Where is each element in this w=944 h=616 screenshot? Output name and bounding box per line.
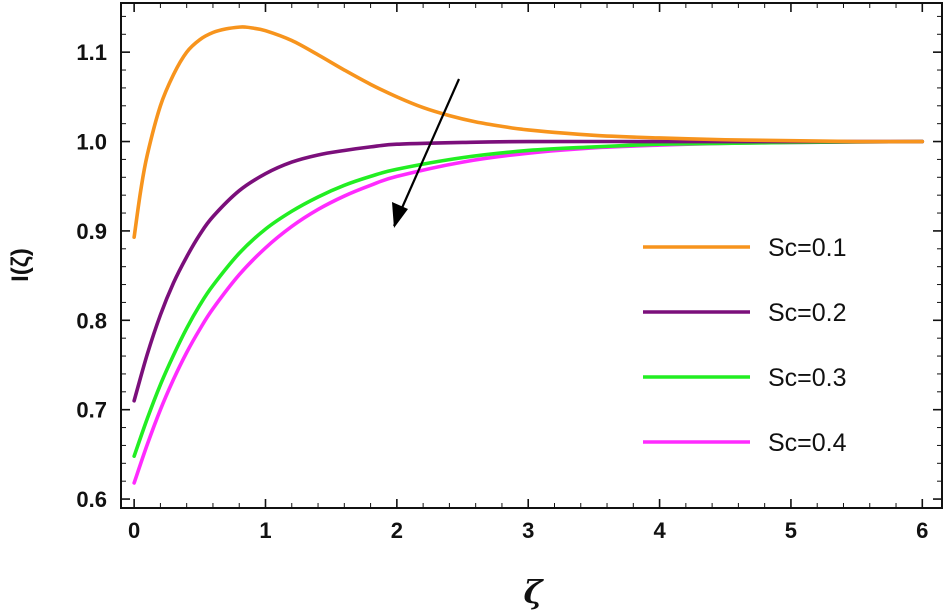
- x-tick-label-4: 4: [653, 518, 666, 543]
- y-tick-label-3: 0.9: [76, 219, 107, 244]
- trend-arrow-head: [392, 202, 408, 228]
- x-tick-label-2: 2: [391, 518, 403, 543]
- x-tick-label-5: 5: [785, 518, 797, 543]
- x-axis-title: ζ: [524, 573, 545, 611]
- legend-label-2: Sc=0.2: [768, 299, 847, 327]
- legend-item-1: Sc=0.1: [643, 234, 847, 262]
- plot-frame: [120, 2, 943, 509]
- annotation-layer: [392, 78, 461, 228]
- y-tick-label-5: 1.1: [76, 40, 107, 65]
- series-line-1: [132, 25, 925, 239]
- series-line-3: [132, 139, 925, 458]
- y-axis-title: I(ζ): [7, 248, 34, 282]
- y-tick-label-2: 0.8: [76, 308, 107, 333]
- legend-label-1: Sc=0.1: [768, 234, 847, 262]
- y-tick-label-4: 1.0: [76, 130, 107, 155]
- series-layer: [132, 25, 925, 485]
- x-tick-label-3: 3: [522, 518, 534, 543]
- y-tick-label-0: 0.6: [76, 487, 107, 512]
- trend-arrow: [392, 78, 461, 227]
- y-tick-label-1: 0.7: [76, 398, 107, 423]
- legend-item-2: Sc=0.2: [643, 299, 847, 327]
- series-line-2: [132, 139, 925, 403]
- legend-label-3: Sc=0.3: [768, 364, 847, 392]
- x-tick-label-6: 6: [916, 518, 928, 543]
- legend-label-4: Sc=0.4: [768, 429, 847, 457]
- legend-item-4: Sc=0.4: [643, 429, 847, 457]
- axes-layer: 0 1 2 3 4 5 6 0.6 0.7 0.8 0.9 1.0 1.1 ζ I(ζ): [7, 3, 942, 611]
- x-tick-label-0: 0: [128, 518, 140, 543]
- x-tick-label-1: 1: [259, 518, 271, 543]
- legend-item-3: Sc=0.3: [643, 364, 847, 392]
- legend: Sc=0.1 Sc=0.2 Sc=0.3 Sc=0.4: [643, 234, 847, 457]
- plot-area: [120, 2, 943, 509]
